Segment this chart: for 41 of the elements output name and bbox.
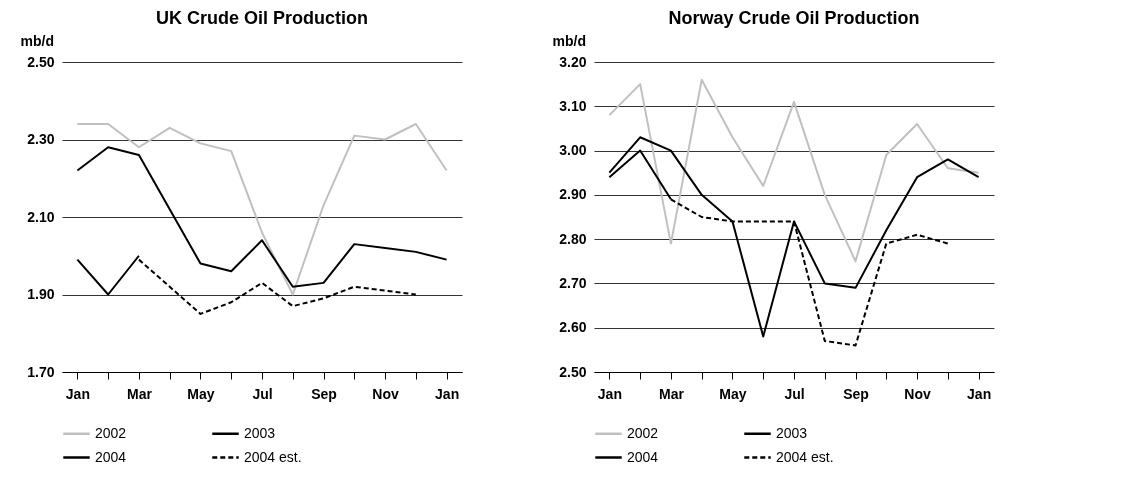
y-tick-label: 2.80 [559, 230, 587, 247]
y-tick-label: 2.50 [559, 363, 587, 380]
y-tick-label: 2.30 [27, 131, 55, 147]
legend-label: 2004 est. [244, 448, 302, 465]
line-series [608, 78, 980, 263]
x-tick-label: Nov [904, 385, 932, 402]
y-axis-title: mb/d [552, 32, 586, 49]
x-tick-label: May [187, 385, 215, 402]
y-tick-label: 2.70 [559, 274, 587, 291]
x-tick-label: Mar [658, 385, 685, 402]
x-tick-label: Jan [967, 385, 992, 402]
y-tick-label: 3.00 [559, 142, 587, 159]
y-tick-label: 2.60 [559, 319, 587, 336]
x-tick-label: Jul [252, 385, 273, 402]
y-tick-label: 2.90 [559, 186, 587, 203]
x-tick-label: Jan [65, 385, 90, 402]
x-tick-label: Jan [435, 385, 460, 402]
legend-label: 2004 [627, 448, 659, 465]
legend-label: 2002 [627, 424, 659, 441]
x-tick-label: Sep [843, 385, 869, 402]
y-tick-label: 2.10 [27, 208, 55, 225]
legend-label: 2002 [95, 424, 127, 441]
y-tick-label: 2.50 [27, 53, 55, 70]
y-tick-label: 3.20 [559, 53, 587, 70]
chart-title: UK Crude Oil Production [155, 8, 369, 28]
y-tick-label: 3.10 [559, 97, 587, 114]
x-tick-label: Jul [784, 385, 805, 402]
x-tick-label: Mar [126, 385, 153, 402]
legend-label: 2004 est. [776, 448, 834, 465]
legend-label: 2003 [776, 424, 808, 441]
y-axis-title: mb/d [20, 32, 54, 49]
x-tick-label: May [719, 385, 747, 402]
y-tick-label: 1.90 [27, 286, 55, 302]
legend-label: 2004 [95, 448, 127, 465]
y-tick-label: 1.70 [27, 363, 55, 380]
x-tick-label: Sep [311, 385, 337, 402]
line-series [76, 123, 448, 296]
x-tick-label: Nov [372, 385, 400, 402]
x-tick-label: Jan [597, 385, 622, 402]
chart-title: Norway Crude Oil Production [668, 8, 920, 28]
legend-label: 2003 [244, 424, 276, 441]
